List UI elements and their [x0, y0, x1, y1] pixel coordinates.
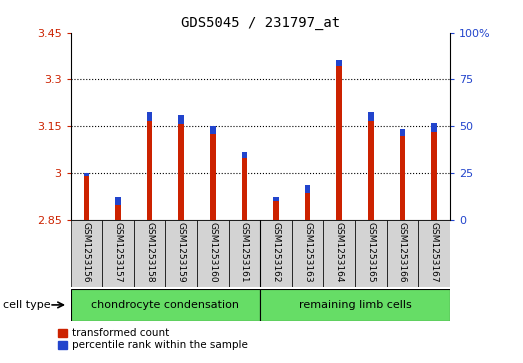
Text: GSM1253166: GSM1253166 [398, 222, 407, 282]
Text: GSM1253167: GSM1253167 [429, 222, 438, 282]
Text: chondrocyte condensation: chondrocyte condensation [92, 300, 240, 310]
Bar [71, 289, 260, 321]
Bar [134, 220, 165, 287]
Text: GSM1253159: GSM1253159 [177, 222, 186, 282]
Bar [355, 220, 386, 287]
Bar [368, 112, 373, 220]
Bar [305, 185, 311, 192]
Bar [418, 220, 450, 287]
Bar [84, 172, 89, 176]
Bar [260, 220, 292, 287]
Text: GSM1253156: GSM1253156 [82, 222, 91, 282]
Bar [115, 198, 121, 220]
Bar [165, 220, 197, 287]
Bar [260, 289, 450, 321]
Bar [431, 123, 437, 220]
Text: GSM1253160: GSM1253160 [208, 222, 217, 282]
Bar [336, 60, 342, 66]
Text: GSM1253158: GSM1253158 [145, 222, 154, 282]
Text: GSM1253162: GSM1253162 [271, 222, 280, 282]
Title: GDS5045 / 231797_at: GDS5045 / 231797_at [180, 16, 340, 30]
Bar [210, 127, 215, 220]
Text: GSM1253163: GSM1253163 [303, 222, 312, 282]
Bar [400, 129, 405, 136]
Bar [386, 220, 418, 287]
Bar [84, 173, 89, 220]
Bar [305, 185, 311, 220]
Text: GSM1253164: GSM1253164 [335, 222, 344, 282]
Text: GSM1253161: GSM1253161 [240, 222, 249, 282]
Bar [210, 126, 215, 134]
Bar [197, 220, 229, 287]
Bar [178, 115, 184, 124]
Bar [273, 198, 279, 220]
Bar [431, 123, 437, 132]
Bar [147, 112, 152, 220]
Text: GSM1253165: GSM1253165 [366, 222, 376, 282]
Text: cell type: cell type [3, 300, 50, 310]
Bar [273, 197, 279, 201]
Bar [242, 152, 247, 220]
Bar [102, 220, 134, 287]
Bar [242, 152, 247, 158]
Legend: transformed count, percentile rank within the sample: transformed count, percentile rank withi… [58, 328, 248, 350]
Bar [178, 115, 184, 220]
Bar [147, 112, 152, 121]
Bar [323, 220, 355, 287]
Bar [400, 129, 405, 220]
Bar [229, 220, 260, 287]
Text: GSM1253157: GSM1253157 [113, 222, 122, 282]
Text: remaining limb cells: remaining limb cells [299, 300, 412, 310]
Bar [336, 61, 342, 220]
Bar [368, 112, 373, 121]
Bar [71, 220, 102, 287]
Bar [292, 220, 323, 287]
Bar [115, 197, 121, 205]
